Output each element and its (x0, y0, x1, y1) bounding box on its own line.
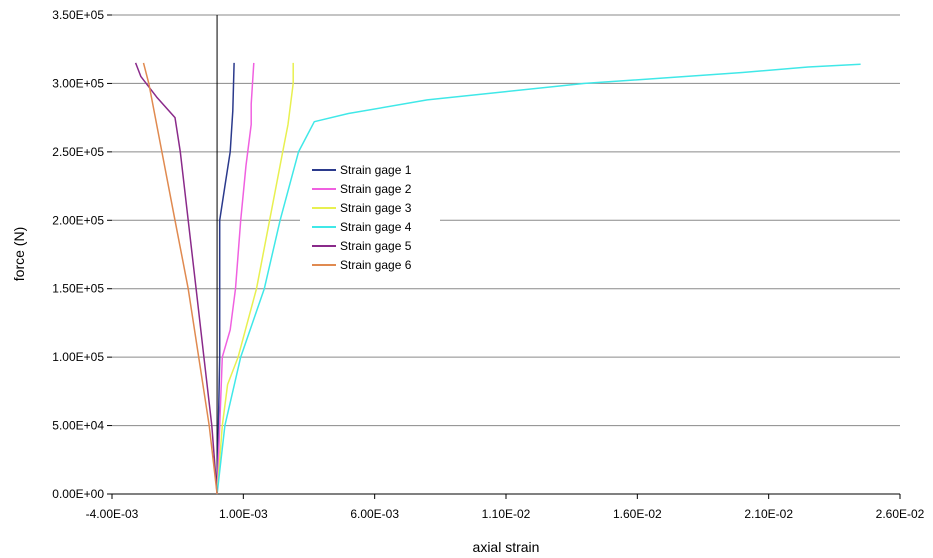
legend-label-1: Strain gage 1 (340, 163, 412, 177)
y-tick-label-0: 0.00E+00 (52, 487, 104, 501)
x-tick-label-0: -4.00E-03 (86, 507, 139, 521)
series-line-strain-gage-1 (216, 62, 235, 495)
y-tick-label-6: 3.00E+05 (52, 76, 104, 90)
legend-label-4: Strain gage 4 (340, 220, 412, 234)
y-tick-label-2: 1.00E+05 (52, 350, 104, 364)
series-layer (134, 62, 861, 495)
series-line-strain-gage-5 (134, 62, 218, 495)
y-tick-label-7: 3.50E+05 (52, 8, 104, 22)
legend-label-3: Strain gage 3 (340, 201, 412, 215)
legend-label-5: Strain gage 5 (340, 239, 412, 253)
legend-label-2: Strain gage 2 (340, 182, 412, 196)
legend-background (300, 158, 440, 288)
x-tick-label-3: 1.10E-02 (482, 507, 531, 521)
x-tick-label-6: 2.60E-02 (876, 507, 925, 521)
y-axis-title: force (N) (11, 227, 27, 281)
legend: Strain gage 1 Strain gage 2 Strain gage 3 S… (300, 158, 440, 288)
y-tick-label-4: 2.00E+05 (52, 213, 104, 227)
y-tick-label-5: 2.50E+05 (52, 145, 104, 159)
axis-layer: 0.00E+00 5.00E+04 1.00E+05 1.50E+05 2.00E+05… (52, 8, 924, 521)
x-tick-label-1: 1.00E-03 (219, 507, 268, 521)
series-line-strain-gage-2 (216, 62, 255, 495)
x-tick-label-2: 6.00E-03 (350, 507, 399, 521)
x-tick-label-4: 1.60E-02 (613, 507, 662, 521)
x-tick-label-5: 2.10E-02 (744, 507, 793, 521)
series-line-strain-gage-6 (142, 62, 218, 495)
y-tick-label-3: 1.50E+05 (52, 282, 104, 296)
legend-label-6: Strain gage 6 (340, 258, 412, 272)
series-line-strain-gage-4 (216, 63, 861, 495)
grid-layer (112, 14, 900, 427)
x-axis-title: axial strain (473, 539, 540, 555)
series-line-strain-gage-3 (216, 62, 294, 495)
y-tick-label-1: 5.00E+04 (52, 419, 104, 433)
